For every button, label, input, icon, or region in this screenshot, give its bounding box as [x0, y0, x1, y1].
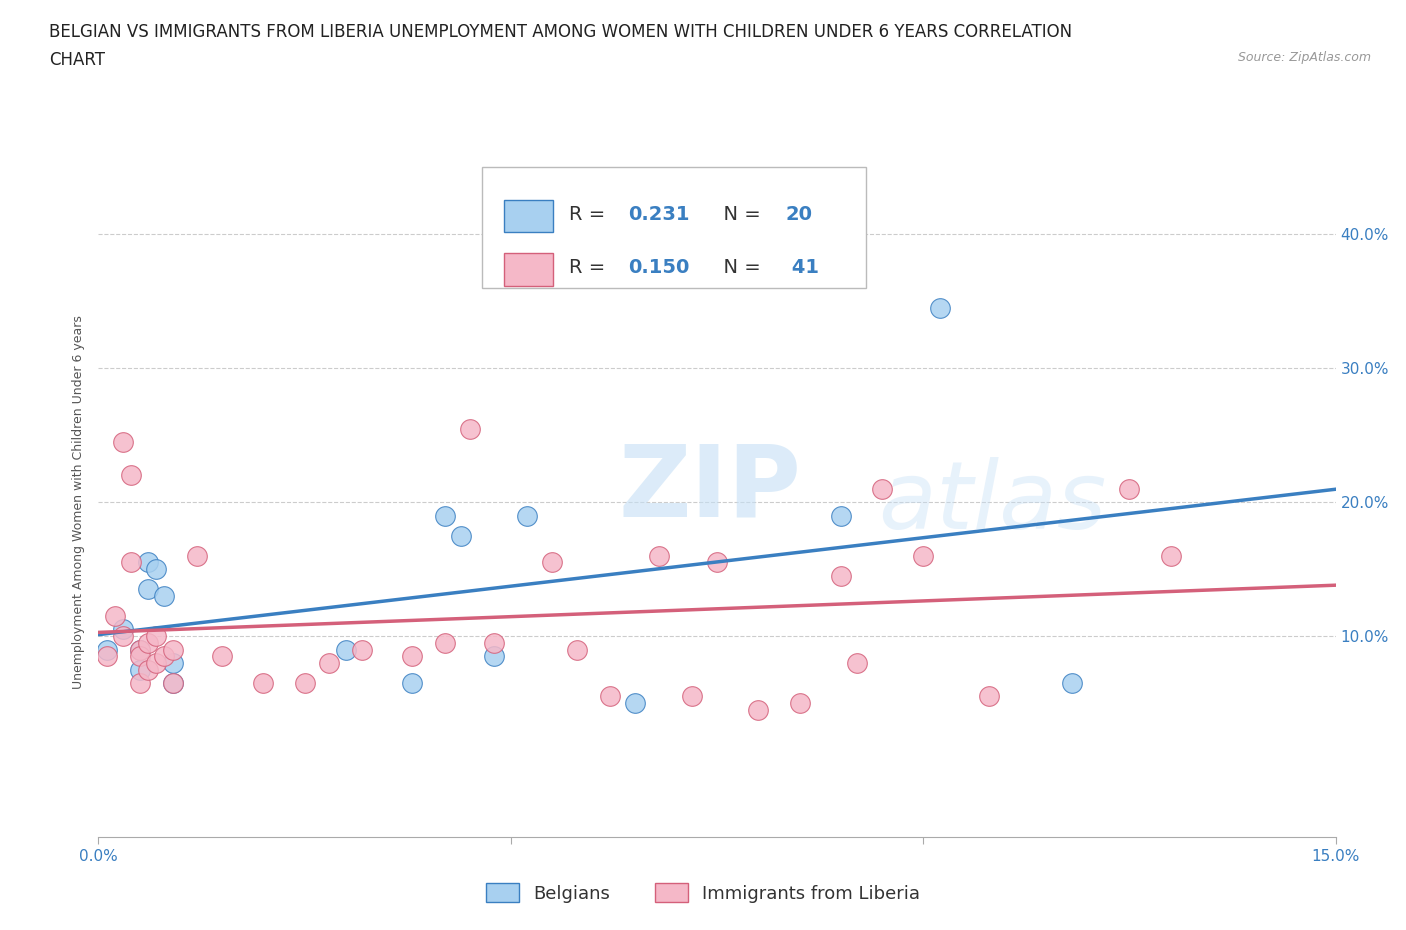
- Point: [112, 629, 135, 644]
- Point: [120, 468, 142, 483]
- Text: R =: R =: [568, 205, 612, 224]
- Point: [294, 675, 316, 690]
- Point: [401, 649, 423, 664]
- Point: [162, 675, 184, 690]
- Point: [120, 555, 142, 570]
- FancyBboxPatch shape: [505, 200, 553, 232]
- Point: [335, 642, 357, 657]
- Point: [136, 555, 159, 570]
- Point: [706, 555, 728, 570]
- Text: BELGIAN VS IMMIGRANTS FROM LIBERIA UNEMPLOYMENT AMONG WOMEN WITH CHILDREN UNDER : BELGIAN VS IMMIGRANTS FROM LIBERIA UNEMP…: [49, 23, 1073, 41]
- Point: [433, 508, 456, 523]
- Point: [186, 549, 208, 564]
- Y-axis label: Unemployment Among Women with Children Under 6 years: Unemployment Among Women with Children U…: [72, 315, 86, 689]
- Text: N =: N =: [711, 205, 766, 224]
- Point: [450, 528, 472, 543]
- Point: [846, 656, 869, 671]
- Point: [484, 635, 506, 650]
- Point: [128, 649, 150, 664]
- Point: [128, 662, 150, 677]
- Point: [458, 421, 481, 436]
- Point: [136, 662, 159, 677]
- FancyBboxPatch shape: [505, 253, 553, 286]
- Point: [433, 635, 456, 650]
- Point: [162, 675, 184, 690]
- Point: [136, 582, 159, 597]
- Text: atlas: atlas: [877, 457, 1107, 548]
- Text: 20: 20: [785, 205, 813, 224]
- Point: [136, 635, 159, 650]
- Legend: Belgians, Immigrants from Liberia: Belgians, Immigrants from Liberia: [477, 874, 929, 911]
- Text: 41: 41: [785, 259, 820, 277]
- Point: [104, 608, 127, 623]
- Point: [145, 629, 167, 644]
- Point: [541, 555, 564, 570]
- Point: [128, 642, 150, 657]
- Point: [211, 649, 233, 664]
- Point: [153, 589, 176, 604]
- Point: [252, 675, 274, 690]
- Point: [648, 549, 671, 564]
- Text: N =: N =: [711, 259, 766, 277]
- Point: [623, 696, 645, 711]
- Point: [401, 675, 423, 690]
- Point: [870, 482, 893, 497]
- Point: [516, 508, 538, 523]
- Point: [162, 656, 184, 671]
- Point: [599, 689, 621, 704]
- Text: CHART: CHART: [49, 51, 105, 69]
- Text: ZIP: ZIP: [619, 440, 801, 538]
- Text: 0.231: 0.231: [628, 205, 689, 224]
- Point: [789, 696, 811, 711]
- Point: [153, 649, 176, 664]
- Point: [145, 656, 167, 671]
- Point: [1118, 482, 1140, 497]
- Point: [128, 675, 150, 690]
- Point: [681, 689, 703, 704]
- Point: [318, 656, 340, 671]
- Point: [912, 549, 935, 564]
- Point: [979, 689, 1001, 704]
- Point: [162, 642, 184, 657]
- Point: [96, 649, 118, 664]
- Point: [830, 508, 852, 523]
- Point: [565, 642, 588, 657]
- FancyBboxPatch shape: [482, 167, 866, 288]
- Point: [96, 642, 118, 657]
- Point: [747, 702, 769, 717]
- Point: [352, 642, 374, 657]
- Point: [112, 622, 135, 637]
- Point: [1060, 675, 1083, 690]
- Point: [128, 642, 150, 657]
- Point: [112, 434, 135, 449]
- Point: [145, 562, 167, 577]
- Point: [830, 568, 852, 583]
- Point: [484, 649, 506, 664]
- Text: Source: ZipAtlas.com: Source: ZipAtlas.com: [1237, 51, 1371, 64]
- Text: R =: R =: [568, 259, 612, 277]
- Point: [1160, 549, 1182, 564]
- Point: [928, 300, 950, 315]
- Text: 0.150: 0.150: [628, 259, 689, 277]
